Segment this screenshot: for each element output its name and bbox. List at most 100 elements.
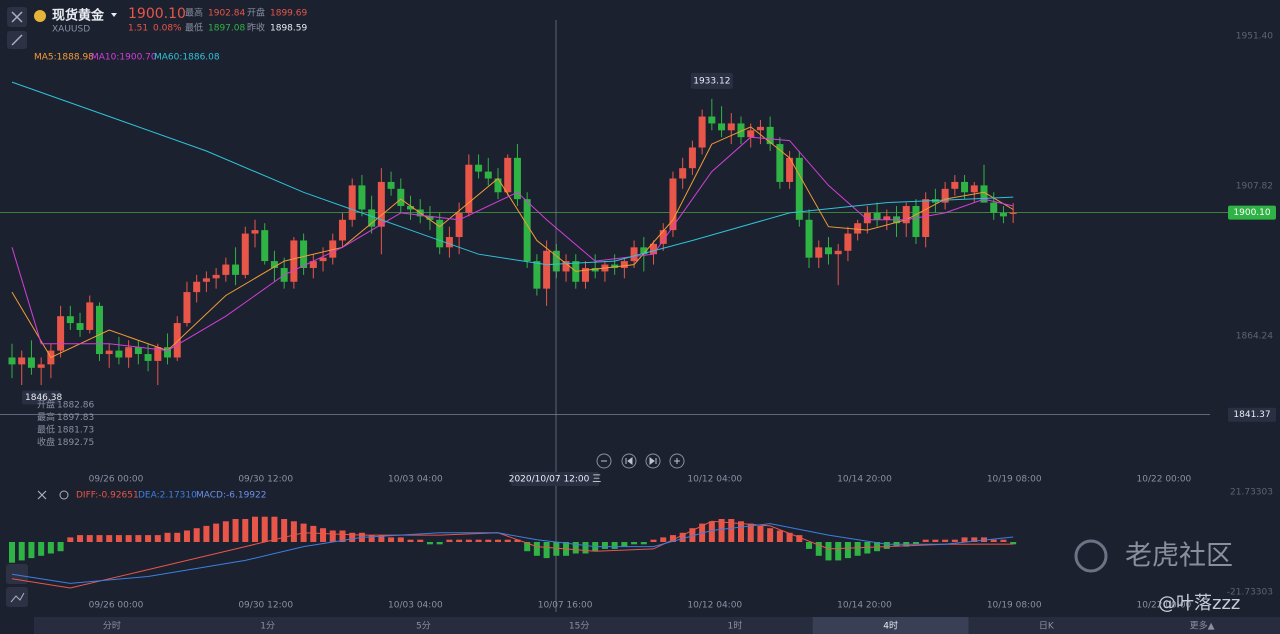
macd-bar [38,542,45,556]
tab[interactable]: 更多▲ [1190,620,1215,632]
candle-body [543,250,551,289]
candle-body [863,212,871,224]
macd-bar [747,523,754,542]
candle-body [261,230,269,262]
macd-bar [271,516,278,542]
tab-selected [812,617,969,634]
indicator-line [11,81,1014,266]
tab[interactable]: 15分 [569,621,589,632]
candle-body [270,261,278,268]
draw-icon [11,34,23,46]
tooltip-value: 1892.75 [57,438,94,448]
macd-bar [844,542,851,559]
tooltip-value: 1897.83 [57,413,94,423]
macd-close[interactable] [37,490,47,500]
gold-icon [34,10,46,22]
tooltip-value: 1882.86 [57,401,94,411]
candle-body [105,350,113,355]
tab[interactable]: 1时 [728,620,743,632]
candle-body [76,323,84,330]
candle-body [358,185,366,210]
crosshair-x-box [511,472,599,486]
candle-body [66,316,74,324]
candle-body [368,209,376,227]
macd-bar [951,539,958,542]
x-tick-label: 09/26 00:00 [89,601,144,611]
y-tick-label: 21.73303 [1230,488,1273,498]
macd-bar [407,539,414,542]
change: 1.51 [128,24,148,34]
macd-bar [164,532,171,542]
x-tick-label: 10/07 16:00 [538,601,593,611]
macd-bar [115,535,122,542]
candle-body [679,168,687,179]
stat-value: 1897.08 [208,24,245,34]
macd-bar [524,542,531,552]
candle-body [290,240,298,282]
candle-body [144,354,152,361]
candle-body [533,261,541,289]
macd-bar [553,542,560,556]
macd-bar [290,521,297,542]
candle-body [552,250,560,272]
tab[interactable]: 1分 [260,621,275,632]
macd-bar [796,535,803,542]
candle-body [708,116,716,124]
macd-bar [767,528,774,542]
tab[interactable]: 分时 [103,620,121,632]
symbol-name[interactable]: 现货黄金 [52,8,105,24]
macd-bar [96,535,103,542]
x-tick-label: 10/03 04:00 [388,601,443,611]
macd-bar [339,530,346,542]
candle-body [562,261,570,272]
macd-bar [475,539,482,542]
symbol-dropdown[interactable] [111,13,117,17]
candle-body [504,157,512,193]
x-tick-label: 10/12 04:00 [687,475,742,485]
x-tick-label: 10/22 00:00 [1137,475,1192,485]
macd-bar [971,537,978,542]
x-tick-label: 10/19 08:00 [987,601,1042,611]
tab[interactable]: 4时 [883,620,898,632]
y-tick-label: -21.73303 [1227,588,1273,598]
candle-body [834,250,842,255]
x-tick-label: 10/12 04:00 [687,601,742,611]
last-price-tag [1228,205,1276,220]
macd-bar [942,539,949,542]
macd-settings[interactable] [59,490,69,500]
scroll-end[interactable] [645,453,661,469]
indicator-button[interactable] [6,564,28,584]
tab[interactable]: 日K [1039,621,1055,632]
zoom-out[interactable] [596,453,612,469]
zoom-in[interactable] [669,453,685,469]
tab[interactable]: 5分 [416,621,431,632]
scroll-start[interactable] [621,453,637,469]
candle-body [659,230,667,244]
macd-bar [883,542,890,549]
candle-body [824,247,832,255]
candle-body [795,157,803,220]
high-mark: 1933.12 [693,76,730,86]
x-tick-label: 09/30 12:00 [238,475,293,485]
macd-bar [621,542,628,547]
candle-body [873,212,881,220]
last-price-label: 1900.10 [1233,208,1270,218]
zoom-controls [596,453,685,469]
legend-entry: MACD:-6.19922 [196,491,266,501]
watermark-brand: 老虎社区 [1125,541,1233,572]
candle-body [581,267,589,282]
x-tick-label: 10/19 08:00 [987,475,1042,485]
macd-bar [349,532,356,542]
candle-body [591,267,599,272]
macd-bar [504,539,511,542]
macd-bar [718,518,725,542]
candle-body [125,347,133,358]
candle-body [173,323,181,358]
candle-body [319,257,327,262]
stat-value: 1898.59 [270,24,307,34]
stat-label: 最高 [185,7,203,19]
macd-bar [611,542,618,549]
candle-body [426,216,434,220]
macd-bar [961,537,968,542]
macd-bar [485,539,492,542]
